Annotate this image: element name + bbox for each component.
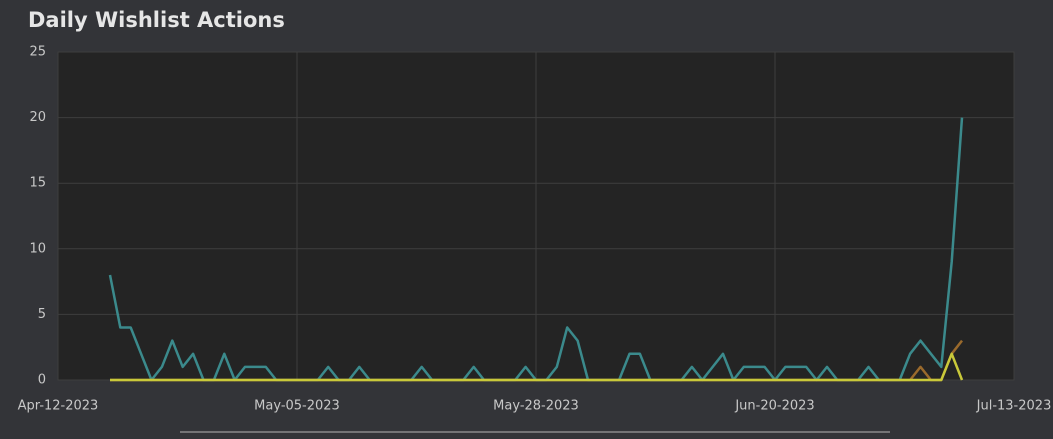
y-tick-label: 25 xyxy=(29,45,46,60)
y-tick-label: 15 xyxy=(29,176,46,191)
y-tick-label: 20 xyxy=(29,110,46,125)
x-tick-label: May-28-2023 xyxy=(493,399,579,414)
series-line xyxy=(110,352,964,382)
y-tick-label: 0 xyxy=(38,373,46,388)
x-tick-label: Jul-13-2023 xyxy=(976,399,1052,414)
y-tick-label: 10 xyxy=(29,241,46,256)
chart-title: Daily Wishlist Actions xyxy=(28,8,285,32)
x-tick-label: Jun-20-2023 xyxy=(734,399,814,414)
x-tick-label: Apr-12-2023 xyxy=(18,399,99,414)
y-tick-label: 5 xyxy=(38,307,46,322)
x-tick-label: May-05-2023 xyxy=(254,399,340,414)
